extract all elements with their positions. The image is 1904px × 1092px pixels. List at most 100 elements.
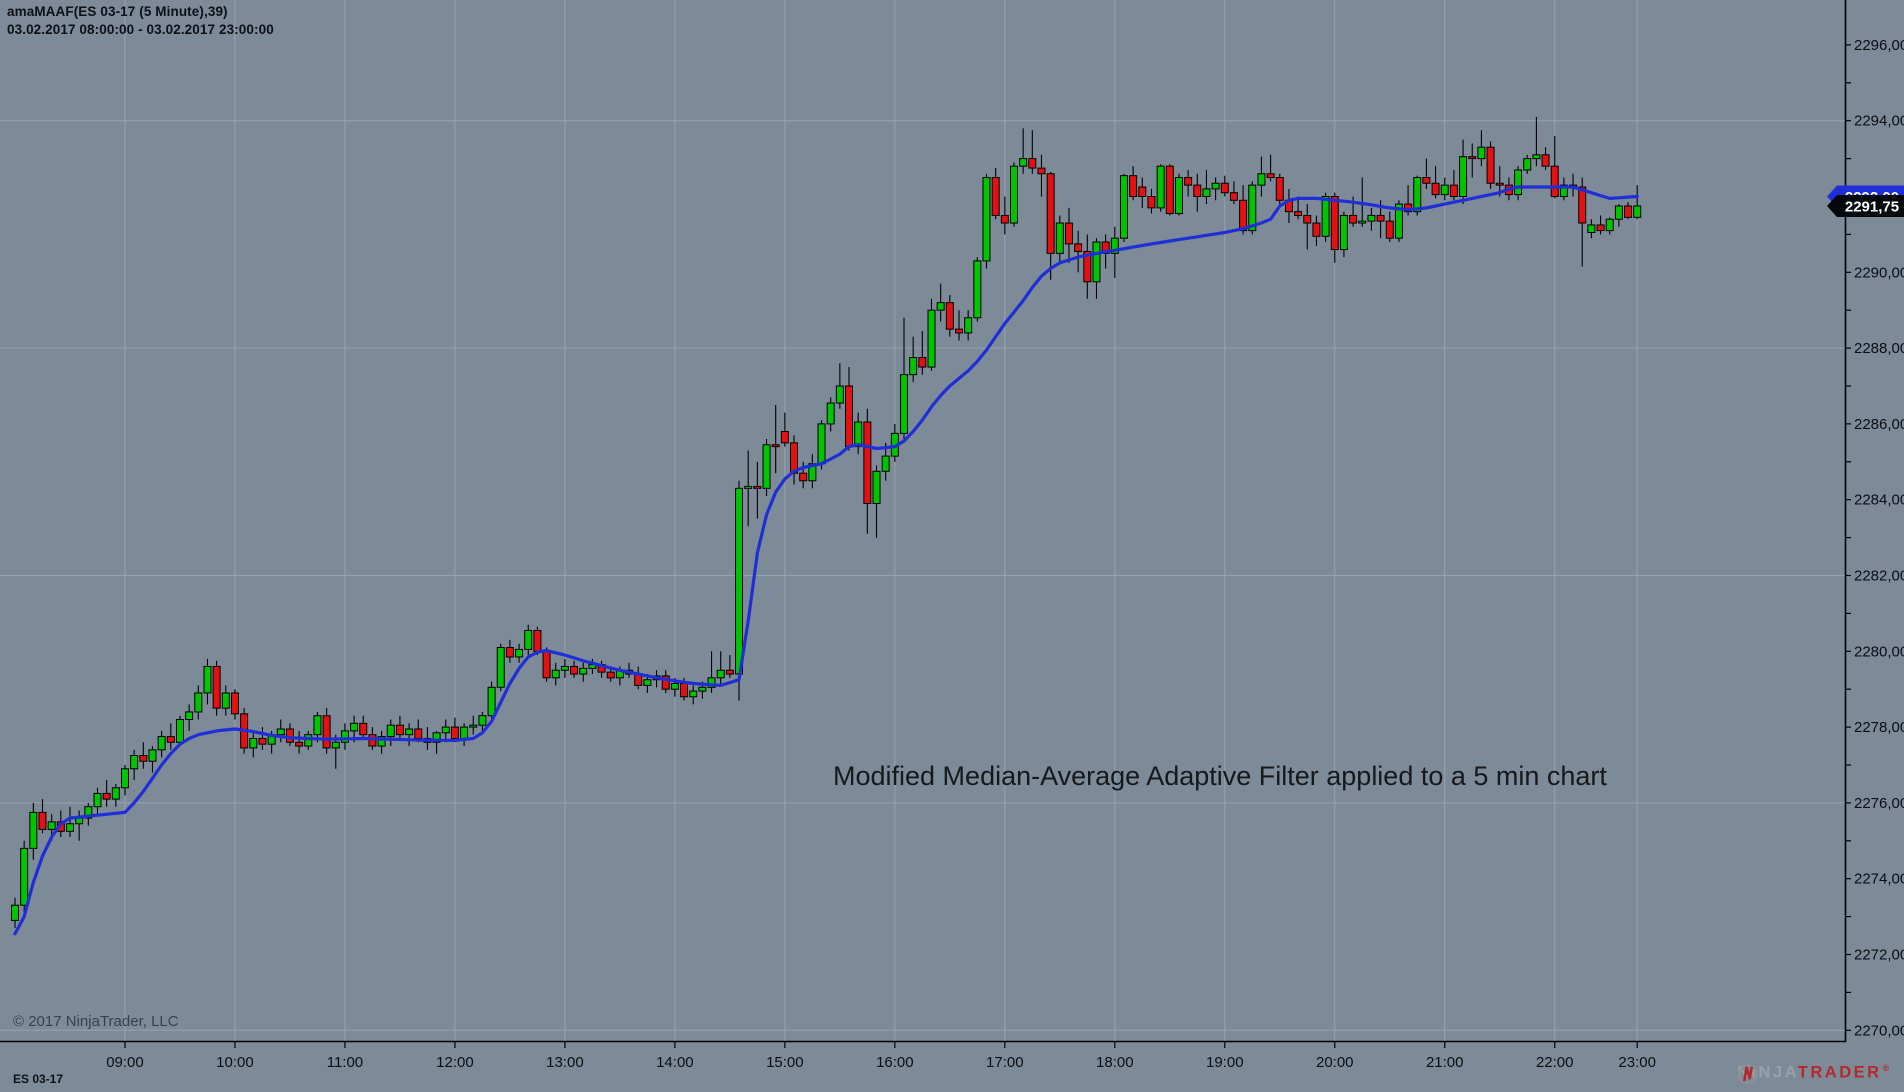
candle-body[interactable] (1385, 220, 1394, 239)
candle-body[interactable] (295, 741, 304, 747)
candle-body[interactable] (130, 755, 139, 770)
candle-body[interactable] (29, 811, 38, 849)
candle-body[interactable] (395, 724, 404, 736)
candle-body[interactable] (1624, 205, 1633, 218)
candle-body[interactable] (1055, 222, 1064, 254)
candle-body[interactable] (1202, 188, 1211, 197)
candle-body[interactable] (1495, 182, 1504, 186)
candle-body[interactable] (157, 736, 166, 751)
candle-body[interactable] (606, 671, 615, 679)
candle-body[interactable] (1009, 165, 1018, 224)
candle-body[interactable] (350, 722, 359, 732)
candle-body[interactable] (515, 648, 524, 658)
candle-body[interactable] (1064, 222, 1073, 245)
candle-body[interactable] (698, 686, 707, 692)
candle-body[interactable] (1477, 146, 1486, 160)
candle-body[interactable] (377, 736, 386, 747)
candle-body[interactable] (469, 724, 478, 728)
candle-body[interactable] (450, 726, 459, 739)
candle-body[interactable] (1092, 241, 1101, 283)
candle-body[interactable] (863, 421, 872, 504)
candle-body[interactable] (1000, 214, 1009, 224)
candle-body[interactable] (249, 737, 258, 749)
candle-body[interactable] (670, 683, 679, 690)
candle-body[interactable] (258, 737, 267, 745)
candle-body[interactable] (744, 485, 753, 489)
candle-body[interactable] (322, 715, 331, 749)
candle-body[interactable] (524, 629, 533, 650)
candle-body[interactable] (542, 650, 551, 679)
candle-body[interactable] (414, 728, 423, 739)
candle-body[interactable] (175, 719, 184, 743)
candle-body[interactable] (1028, 158, 1037, 169)
candle-body[interactable] (221, 692, 230, 709)
time-axis[interactable]: 09:00 10:00 11:00 12:00 13:00 14:00 15:00 16:00… (106, 1041, 1656, 1071)
candle-body[interactable] (1129, 175, 1138, 197)
candle-body[interactable] (38, 811, 47, 830)
candle-body[interactable] (1220, 182, 1229, 194)
candle-body[interactable] (954, 328, 963, 334)
candle-body[interactable] (945, 302, 954, 330)
candle-body[interactable] (1229, 192, 1238, 201)
candle-body[interactable] (432, 732, 441, 743)
candle-body[interactable] (1046, 173, 1055, 254)
candle-body[interactable] (936, 302, 945, 311)
candle-body[interactable] (1532, 154, 1541, 160)
candle-body[interactable] (1550, 165, 1559, 197)
candle-body[interactable] (84, 806, 93, 819)
candle-body[interactable] (102, 792, 111, 800)
candle-body[interactable] (1321, 196, 1330, 237)
candle-body[interactable] (918, 357, 927, 368)
candle-body[interactable] (505, 647, 514, 658)
candle-body[interactable] (1156, 165, 1165, 209)
candle-body[interactable] (1303, 214, 1312, 224)
candle-body[interactable] (65, 823, 74, 832)
candle-body[interactable] (982, 177, 991, 262)
candle-body[interactable] (1596, 224, 1605, 232)
candle-body[interactable] (386, 724, 395, 738)
candle-body[interactable] (285, 728, 294, 743)
candle-body[interactable] (1449, 184, 1458, 198)
candle-body[interactable] (927, 309, 936, 368)
candle-body[interactable] (1459, 156, 1468, 197)
candle-body[interactable] (1559, 184, 1568, 198)
candle-body[interactable] (441, 726, 450, 734)
candle-body[interactable] (762, 444, 771, 489)
candle-body[interactable] (1294, 211, 1303, 216)
candle-body[interactable] (1394, 203, 1403, 239)
candle-body[interactable] (835, 385, 844, 404)
candle-body[interactable] (1312, 222, 1321, 237)
candle-body[interactable] (661, 675, 670, 690)
candle-body[interactable] (680, 683, 689, 698)
candle-body[interactable] (1037, 167, 1046, 175)
candle-body[interactable] (111, 787, 120, 800)
candle-body[interactable] (20, 847, 29, 906)
candle-body[interactable] (1413, 177, 1422, 213)
candle-body[interactable] (1614, 205, 1623, 220)
candle-body[interactable] (1358, 220, 1367, 224)
candle-body[interactable] (276, 728, 285, 736)
candle-body[interactable] (1119, 175, 1128, 239)
candle-body[interactable] (1468, 156, 1477, 160)
candle-body[interactable] (533, 629, 542, 652)
candle-body[interactable] (735, 487, 744, 675)
candle-body[interactable] (1367, 214, 1376, 222)
candle-body[interactable] (689, 690, 698, 698)
candles-layer[interactable] (11, 116, 1642, 928)
candle-body[interactable] (487, 686, 496, 717)
candle-body[interactable] (1431, 182, 1440, 196)
candle-body[interactable] (854, 421, 863, 448)
candle-body[interactable] (643, 679, 652, 686)
candle-body[interactable] (799, 472, 808, 482)
candle-body[interactable] (148, 749, 157, 762)
candle-body[interactable] (1541, 154, 1550, 167)
candle-body[interactable] (570, 665, 579, 675)
candle-body[interactable] (1147, 196, 1156, 209)
candle-body[interactable] (1440, 184, 1449, 196)
candle-body[interactable] (560, 665, 569, 671)
candle-body[interactable] (230, 692, 239, 715)
candle-body[interactable] (551, 669, 560, 679)
candle-body[interactable] (1184, 177, 1193, 186)
candle-body[interactable] (1330, 196, 1339, 251)
